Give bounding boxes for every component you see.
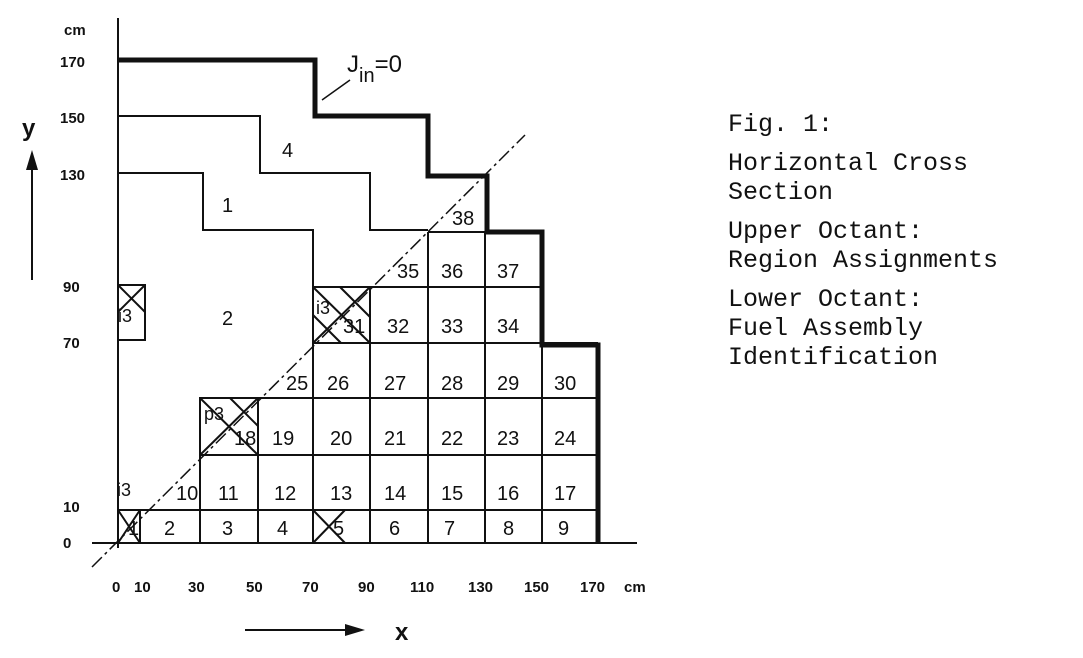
region-label: i3 [117, 480, 131, 500]
assembly-37: 37 [497, 261, 519, 283]
assembly-25: 25 [286, 373, 308, 395]
region-label: 2 [222, 308, 233, 330]
assembly-15: 15 [441, 483, 463, 505]
assembly-18: 18 [234, 428, 256, 450]
assembly-20: 20 [330, 428, 352, 450]
caption-lower-line-3: Identification [728, 343, 939, 372]
assembly-16: 16 [497, 483, 519, 505]
caption-fig: Fig. 1: [728, 110, 834, 139]
x-arrow-head [345, 624, 365, 636]
caption-upper-line-1: Upper Octant: [728, 217, 924, 246]
assembly-13: 13 [330, 483, 352, 505]
assembly-9: 9 [558, 518, 569, 540]
y-axis-label: y [22, 115, 36, 142]
assembly-24: 24 [554, 428, 576, 450]
assembly-35: 35 [397, 261, 419, 283]
diagonal-line [91, 134, 526, 568]
assembly-32: 32 [387, 316, 409, 338]
unit-label-y: cm [64, 22, 86, 39]
x-tick: 10 [134, 579, 151, 596]
x-tick: 70 [302, 579, 319, 596]
x-tick: 170 [580, 579, 605, 596]
region-boundary-1 [118, 172, 314, 343]
x-tick: 0 [112, 579, 120, 596]
x-tick: 30 [188, 579, 205, 596]
assembly-1: 1 [128, 518, 139, 540]
region-label: i3 [118, 306, 132, 326]
assembly-28: 28 [441, 373, 463, 395]
caption-upper-line-2: Region Assignments [728, 246, 999, 275]
assembly-14: 14 [384, 483, 406, 505]
caption-lower-line-1: Lower Octant: [728, 285, 924, 314]
y-tick: 0 [63, 535, 71, 552]
assembly-29: 29 [497, 373, 519, 395]
assembly-26: 26 [327, 373, 349, 395]
assembly-10: 10 [176, 483, 198, 505]
region-label: 4 [282, 140, 293, 162]
assembly-30: 30 [554, 373, 576, 395]
assembly-7: 7 [444, 518, 455, 540]
assembly-5: 5 [333, 518, 344, 540]
x-tick: 90 [358, 579, 375, 596]
assembly-17: 17 [554, 483, 576, 505]
assembly-3: 3 [222, 518, 233, 540]
assembly-34: 34 [497, 316, 519, 338]
y-arrow-head [26, 150, 38, 170]
assembly-31: 31 [343, 316, 365, 338]
assembly-22: 22 [441, 428, 463, 450]
y-tick: 90 [63, 279, 80, 296]
x-tick: 50 [246, 579, 263, 596]
assembly-36: 36 [441, 261, 463, 283]
caption-lower-line-2: Fuel Assembly [728, 314, 924, 343]
y-tick: 10 [63, 499, 80, 516]
assembly-2: 2 [164, 518, 175, 540]
assembly-12: 12 [274, 483, 296, 505]
assembly-19: 19 [272, 428, 294, 450]
assembly-6: 6 [389, 518, 400, 540]
x-tick: 110 [410, 579, 434, 596]
x-axis-label: x [395, 619, 409, 646]
y-tick: 150 [60, 110, 85, 127]
assembly-4: 4 [277, 518, 288, 540]
region-label: 1 [222, 195, 233, 217]
caption-title-line-1: Horizontal Cross [728, 149, 969, 178]
x-tick: 130 [468, 579, 493, 596]
outer-boundary-pointer [321, 79, 351, 101]
y-tick: 70 [63, 335, 80, 352]
region-boundary-4 [118, 115, 428, 231]
figure-caption: Fig. 1: Horizontal Cross Section Upper O… [728, 110, 998, 372]
unit-label-x: cm [624, 579, 646, 596]
assembly-27: 27 [384, 373, 406, 395]
x-tick: 150 [524, 579, 549, 596]
y-tick: 170 [60, 54, 85, 71]
outer-boundary [118, 57, 601, 543]
assembly-11: 11 [218, 483, 239, 505]
assembly-33: 33 [441, 316, 463, 338]
region-label: p3 [204, 404, 224, 424]
y-tick: 130 [60, 167, 85, 184]
region-label: i3 [316, 298, 330, 318]
cross-section-diagram: cm 170 150 130 90 70 10 0 0 10 30 50 70 … [22, 18, 646, 646]
crossed-cells [117, 284, 371, 544]
assembly-21: 21 [384, 428, 406, 450]
assembly-38: 38 [452, 208, 474, 230]
boundary-condition-label: Jin=0 [347, 51, 402, 87]
caption-title-line-2: Section [728, 178, 834, 207]
assembly-23: 23 [497, 428, 519, 450]
assembly-8: 8 [503, 518, 514, 540]
